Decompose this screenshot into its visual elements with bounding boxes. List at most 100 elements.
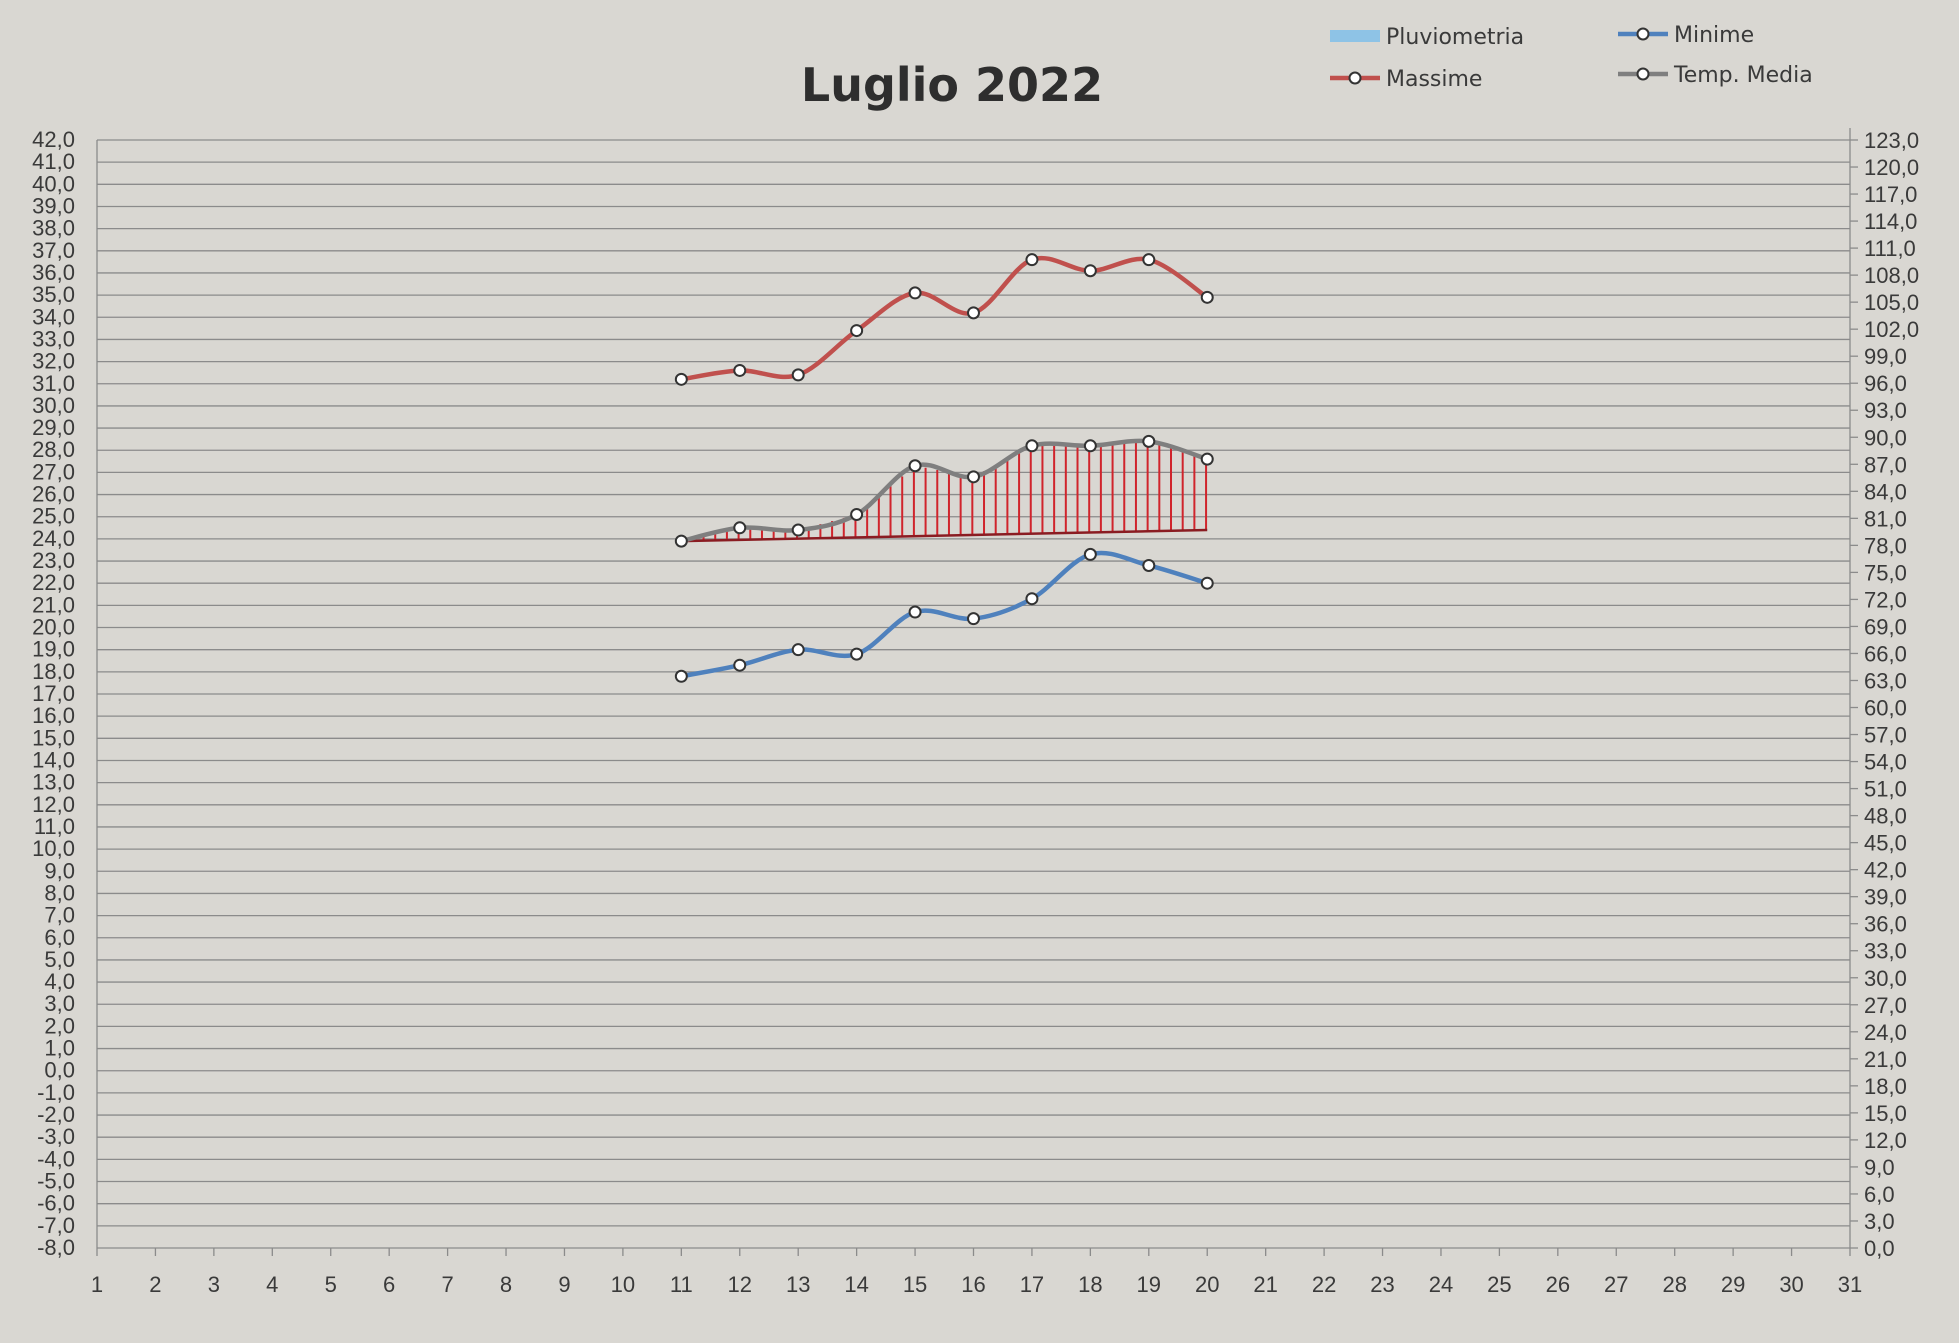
data-point-temp-media	[733, 521, 747, 535]
y2-tick-label: 117,0	[1864, 182, 1917, 207]
y2-tick-label: 114,0	[1864, 209, 1917, 234]
legend-marker-minime	[1636, 27, 1650, 41]
series-line-temp-media	[679, 438, 1210, 544]
series-line-massime	[679, 255, 1210, 382]
y2-tick-label: 63,0	[1864, 668, 1907, 693]
x-tick-label: 9	[558, 1272, 570, 1297]
y-tick-label: 36,0	[32, 260, 75, 285]
data-point-massime	[674, 372, 688, 386]
y-tick-label: 0,0	[44, 1058, 75, 1083]
y-tick-label: 28,0	[32, 437, 75, 462]
y-tick-label: 15,0	[32, 725, 75, 750]
x-tick-label: 19	[1137, 1272, 1161, 1297]
x-tick-label: 6	[383, 1272, 395, 1297]
y2-tick-label: 6,0	[1864, 1182, 1895, 1207]
y2-tick-label: 27,0	[1864, 993, 1907, 1018]
y-tick-label: 24,0	[32, 526, 75, 551]
y-axis-left: 42,041,040,039,038,037,036,035,034,033,0…	[32, 127, 98, 1260]
data-point-massime	[1142, 253, 1156, 267]
legend-marker-massime	[1348, 71, 1362, 85]
y2-tick-label: 18,0	[1864, 1074, 1907, 1099]
y-tick-label: 9,0	[44, 858, 75, 883]
y-tick-label: 26,0	[32, 482, 75, 507]
y-tick-label: 8,0	[44, 880, 75, 905]
x-tick-label: 4	[266, 1272, 278, 1297]
y2-tick-label: 93,0	[1864, 398, 1907, 423]
y-tick-label: 4,0	[44, 969, 75, 994]
y-tick-label: 21,0	[32, 592, 75, 617]
x-tick-label: 26	[1546, 1272, 1570, 1297]
y2-tick-label: 48,0	[1864, 804, 1907, 829]
y-axis-right: 123,0120,0117,0114,0111,0108,0105,0102,0…	[1849, 128, 1919, 1261]
y-tick-label: 20,0	[32, 615, 75, 640]
x-tick-label: 7	[441, 1272, 453, 1297]
data-point-minime	[967, 612, 980, 626]
data-point-minime	[1083, 547, 1097, 561]
y2-tick-label: 15,0	[1864, 1101, 1907, 1126]
y-tick-label: 11,0	[34, 814, 75, 839]
x-tick-label: 22	[1312, 1272, 1336, 1297]
x-tick-label: 13	[786, 1272, 810, 1297]
y-tick-label: 40,0	[32, 171, 75, 196]
legend-swatch-pluviometria	[1330, 30, 1380, 42]
x-tick-label: 25	[1487, 1272, 1511, 1297]
y2-tick-label: 12,0	[1864, 1128, 1907, 1153]
y-tick-label: 18,0	[32, 659, 75, 684]
x-tick-label: 11	[670, 1272, 693, 1297]
data-point-temp-media	[674, 534, 688, 548]
y2-tick-label: 36,0	[1864, 912, 1907, 937]
data-point-minime	[908, 605, 922, 619]
data-point-minime	[733, 658, 747, 672]
y-tick-label: 12,0	[32, 792, 75, 817]
y2-tick-label: 57,0	[1864, 723, 1907, 748]
chart-title: Luglio 2022	[801, 58, 1103, 112]
y2-tick-label: 87,0	[1864, 452, 1907, 477]
y-tick-label: -8,0	[37, 1235, 75, 1260]
y-tick-label: 25,0	[32, 504, 75, 529]
x-axis: 1 2 3 4 5 6 7 8 9 10 11 12 13 14 15 16 17 18 19 20 21 22 23 24 2…	[91, 1248, 1862, 1297]
y-tick-label: 14,0	[32, 747, 75, 772]
y2-tick-label: 30,0	[1864, 966, 1907, 991]
x-tick-label: 20	[1195, 1272, 1219, 1297]
y2-tick-label: 45,0	[1864, 831, 1907, 856]
y2-tick-label: 102,0	[1864, 317, 1919, 342]
data-point-minime	[674, 669, 688, 683]
y2-tick-label: 69,0	[1864, 614, 1907, 639]
y-tick-label: -1,0	[37, 1080, 75, 1105]
y2-tick-label: 81,0	[1864, 506, 1907, 531]
y2-tick-label: 60,0	[1864, 696, 1907, 721]
x-tick-label: 1	[91, 1272, 103, 1297]
x-tick-label: 21	[1253, 1272, 1277, 1297]
y2-tick-label: 42,0	[1864, 858, 1907, 883]
x-tick-label: 2	[149, 1272, 161, 1297]
y2-tick-label: 9,0	[1864, 1155, 1895, 1180]
x-tick-label: 18	[1078, 1272, 1102, 1297]
y-tick-label: 22,0	[32, 570, 75, 595]
data-point-massime	[1025, 253, 1039, 267]
series-line-minime	[679, 550, 1210, 679]
y-tick-label: 38,0	[32, 216, 75, 241]
data-point-minime	[1142, 558, 1156, 572]
x-tick-label: 8	[500, 1272, 512, 1297]
y-tick-label: 2,0	[44, 1013, 75, 1038]
x-tick-label: 27	[1604, 1272, 1628, 1297]
y2-tick-label: 108,0	[1864, 263, 1919, 288]
y2-tick-label: 72,0	[1864, 587, 1907, 612]
y-tick-label: 29,0	[32, 415, 75, 440]
y2-tick-label: 39,0	[1864, 885, 1907, 910]
y2-tick-label: 75,0	[1864, 560, 1907, 585]
data-point-massime	[1200, 290, 1214, 304]
y-tick-label: 16,0	[32, 703, 75, 728]
data-point-minime	[1025, 592, 1039, 606]
x-tick-label: 3	[208, 1272, 220, 1297]
data-point-massime	[791, 368, 805, 382]
y2-tick-label: 21,0	[1864, 1047, 1907, 1072]
y2-tick-label: 123,0	[1864, 128, 1919, 153]
y-tick-label: 7,0	[44, 903, 75, 928]
gridlines	[97, 139, 1850, 1249]
data-point-minime	[850, 647, 864, 661]
data-point-temp-media	[850, 508, 864, 522]
y2-tick-label: 24,0	[1864, 1020, 1907, 1045]
y-tick-label: 17,0	[32, 681, 75, 706]
